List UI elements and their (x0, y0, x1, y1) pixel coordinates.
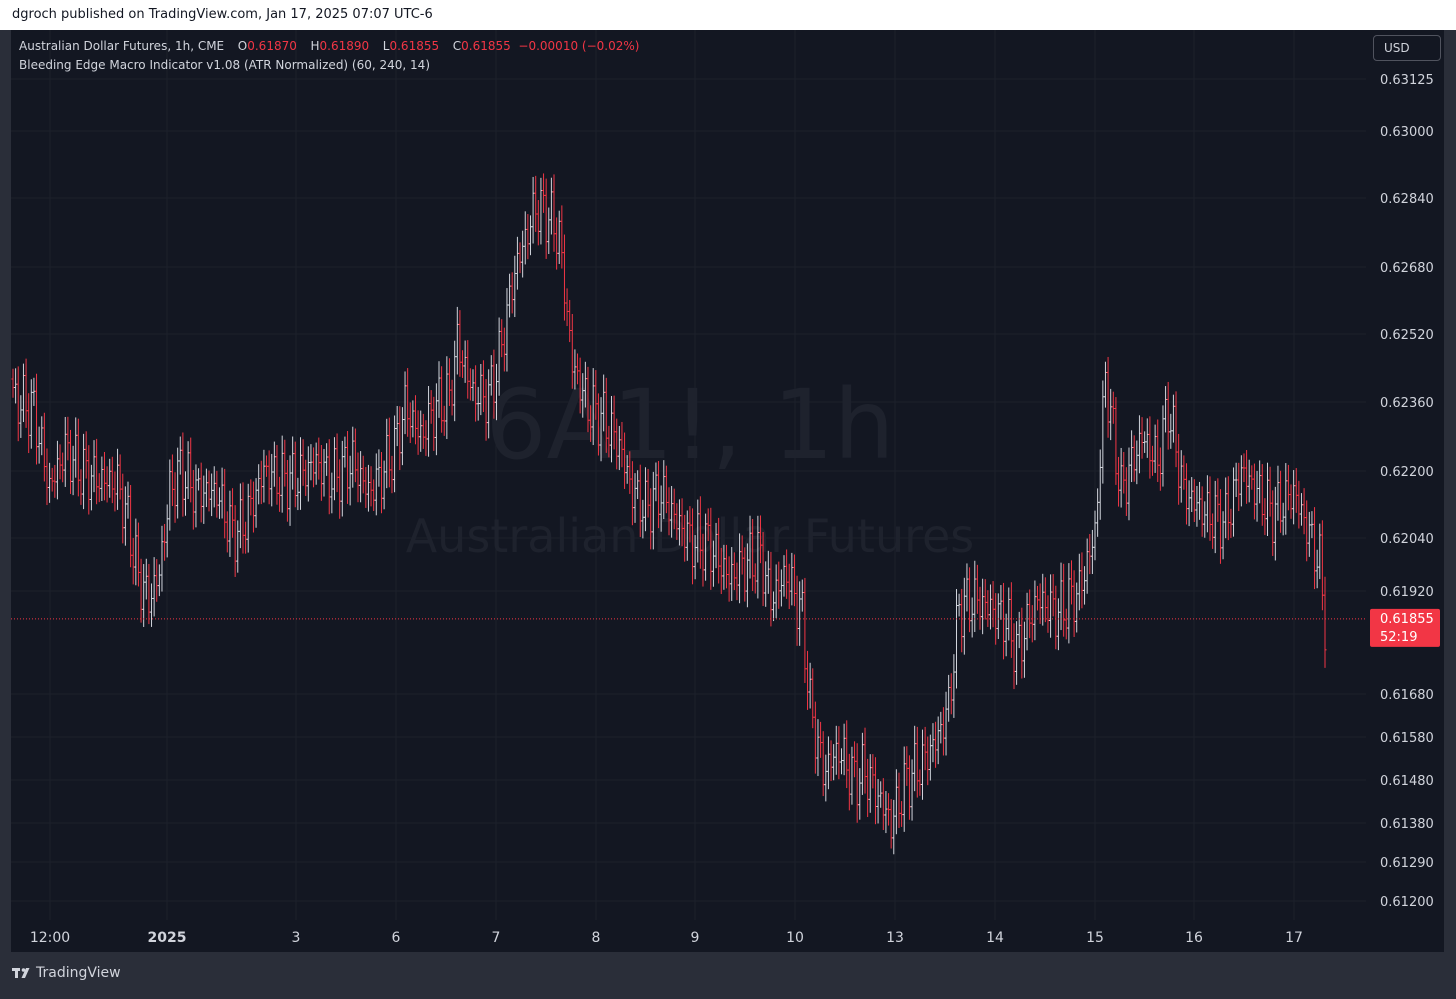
last-price-label: 0.61855 52:19 (1370, 608, 1440, 647)
ohlc-bar (1323, 576, 1327, 668)
time-tick-label: 12:00 (30, 930, 70, 946)
publisher-text: dgroch published on TradingView.com, Jan… (12, 7, 433, 22)
time-tick-label: 14 (986, 930, 1004, 946)
price-tick-label: 0.62840 (1380, 192, 1434, 207)
time-tick-label: 16 (1185, 930, 1203, 946)
legend-high-label: H (310, 39, 320, 53)
time-tick-label: 15 (1086, 930, 1104, 946)
time-tick-label: 17 (1285, 930, 1303, 946)
price-tick-label: 0.62360 (1380, 396, 1434, 411)
price-tick-label: 0.61200 (1380, 895, 1434, 910)
price-tick-label: 0.61480 (1380, 774, 1434, 789)
ohlc-bars (11, 173, 1327, 855)
price-tick-label: 0.61920 (1380, 585, 1434, 600)
time-tick-label: 3 (292, 930, 301, 946)
legend-change: −0.00010 (−0.02%) (518, 39, 640, 53)
bar-countdown: 52:19 (1380, 630, 1417, 645)
price-tick-label: 0.62520 (1380, 328, 1434, 343)
last-price-value: 0.61855 (1380, 612, 1434, 627)
time-tick-label: 8 (592, 930, 601, 946)
footer: TradingView (0, 958, 1456, 992)
chart-legend: Australian Dollar Futures, 1h, CME O0.61… (19, 37, 639, 75)
last-price-box (1370, 608, 1440, 647)
legend-low-value: 0.61855 (389, 39, 440, 53)
time-tick-label: 2025 (148, 930, 187, 946)
price-tick-label: 0.63125 (1380, 73, 1434, 88)
time-tick-label: 6 (392, 930, 401, 946)
price-tick-label: 0.63000 (1380, 125, 1434, 140)
price-tick-label: 0.61680 (1380, 688, 1434, 703)
price-tick-label: 0.61290 (1380, 856, 1434, 871)
legend-open-label: O (237, 39, 248, 53)
tradingview-logo-icon (11, 958, 33, 999)
price-tick-label: 0.61380 (1380, 817, 1434, 832)
legend-close-value: 0.61855 (461, 39, 511, 53)
time-tick-label: 13 (886, 930, 904, 946)
publisher-bar: dgroch published on TradingView.com, Jan… (0, 0, 1456, 30)
legend-open-value: 0.61870 (247, 39, 297, 53)
time-tick-label: 7 (492, 930, 501, 946)
legend-low-label: L (382, 39, 390, 53)
grid-lines (11, 30, 1366, 920)
price-chart[interactable]: 6A1!, 1h Australian Dollar Futures 0.631… (0, 30, 1456, 958)
time-axis[interactable]: 12:00 2025 3 6 7 8 9 10 13 14 15 16 17 (30, 930, 1303, 946)
price-tick-label: 0.62680 (1380, 261, 1434, 276)
price-axis[interactable]: 0.63125 0.63000 0.62840 0.62680 0.62520 0.623… (1380, 73, 1434, 910)
watermark-symbol: 6A1!, 1h (485, 369, 894, 481)
currency-button[interactable]: USD (1373, 35, 1441, 61)
footer-brand[interactable]: TradingView (36, 965, 121, 981)
price-tick-label: 0.62040 (1380, 532, 1434, 547)
legend-symbol-row: Australian Dollar Futures, 1h, CME O0.61… (19, 37, 639, 56)
price-tick-label: 0.62200 (1380, 465, 1434, 480)
chart-frame: 6A1!, 1h Australian Dollar Futures 0.631… (0, 30, 1456, 958)
legend-high-value: 0.61890 (319, 39, 370, 53)
chart-background (11, 30, 1444, 952)
time-tick-label: 9 (691, 930, 700, 946)
legend-symbol[interactable]: Australian Dollar Futures, 1h, CME (19, 39, 225, 53)
time-tick-label: 10 (786, 930, 804, 946)
legend-close-label: C (452, 39, 462, 53)
price-tick-label: 0.61580 (1380, 731, 1434, 746)
legend-indicator[interactable]: Bleeding Edge Macro Indicator v1.08 (ATR… (19, 58, 430, 72)
